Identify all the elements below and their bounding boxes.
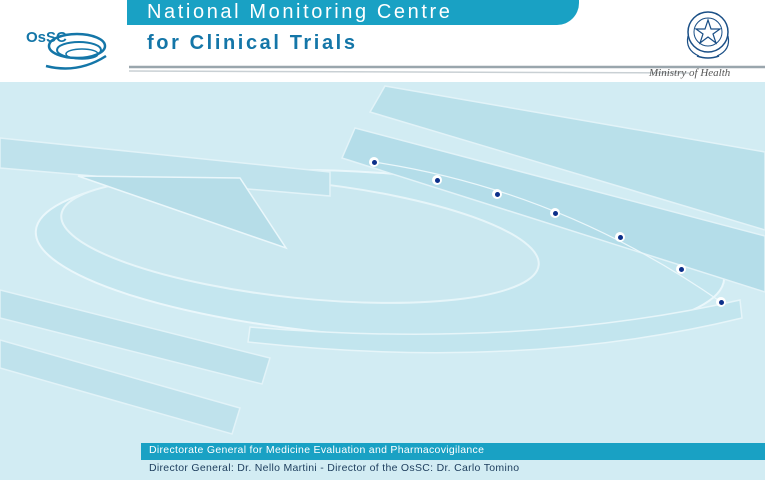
header: National Monitoring Centre for Clinical …	[0, 0, 765, 82]
track-dot	[492, 189, 502, 199]
page-subtitle: for Clinical Trials	[147, 32, 358, 54]
track-dot	[550, 208, 560, 218]
track-dot	[716, 297, 726, 307]
ossc-logo-icon: OsSC	[26, 29, 107, 70]
track-dot	[676, 264, 686, 274]
footer-directors-text: Director General: Dr. Nello Martini - Di…	[149, 462, 520, 474]
logo-text: OsSC	[26, 29, 67, 46]
footer-bar	[141, 443, 765, 460]
footer-directorate-text: Directorate General for Medicine Evaluat…	[149, 444, 485, 456]
ministry-of-health-label: Ministry of Health	[649, 67, 731, 79]
page-title: National Monitoring Centre	[147, 1, 453, 23]
track-dot	[615, 232, 625, 242]
track-dot	[369, 157, 379, 167]
track-dot	[432, 175, 442, 185]
header-divider	[129, 65, 765, 74]
italian-republic-emblem-icon	[686, 11, 730, 59]
title-bar	[127, 0, 579, 25]
